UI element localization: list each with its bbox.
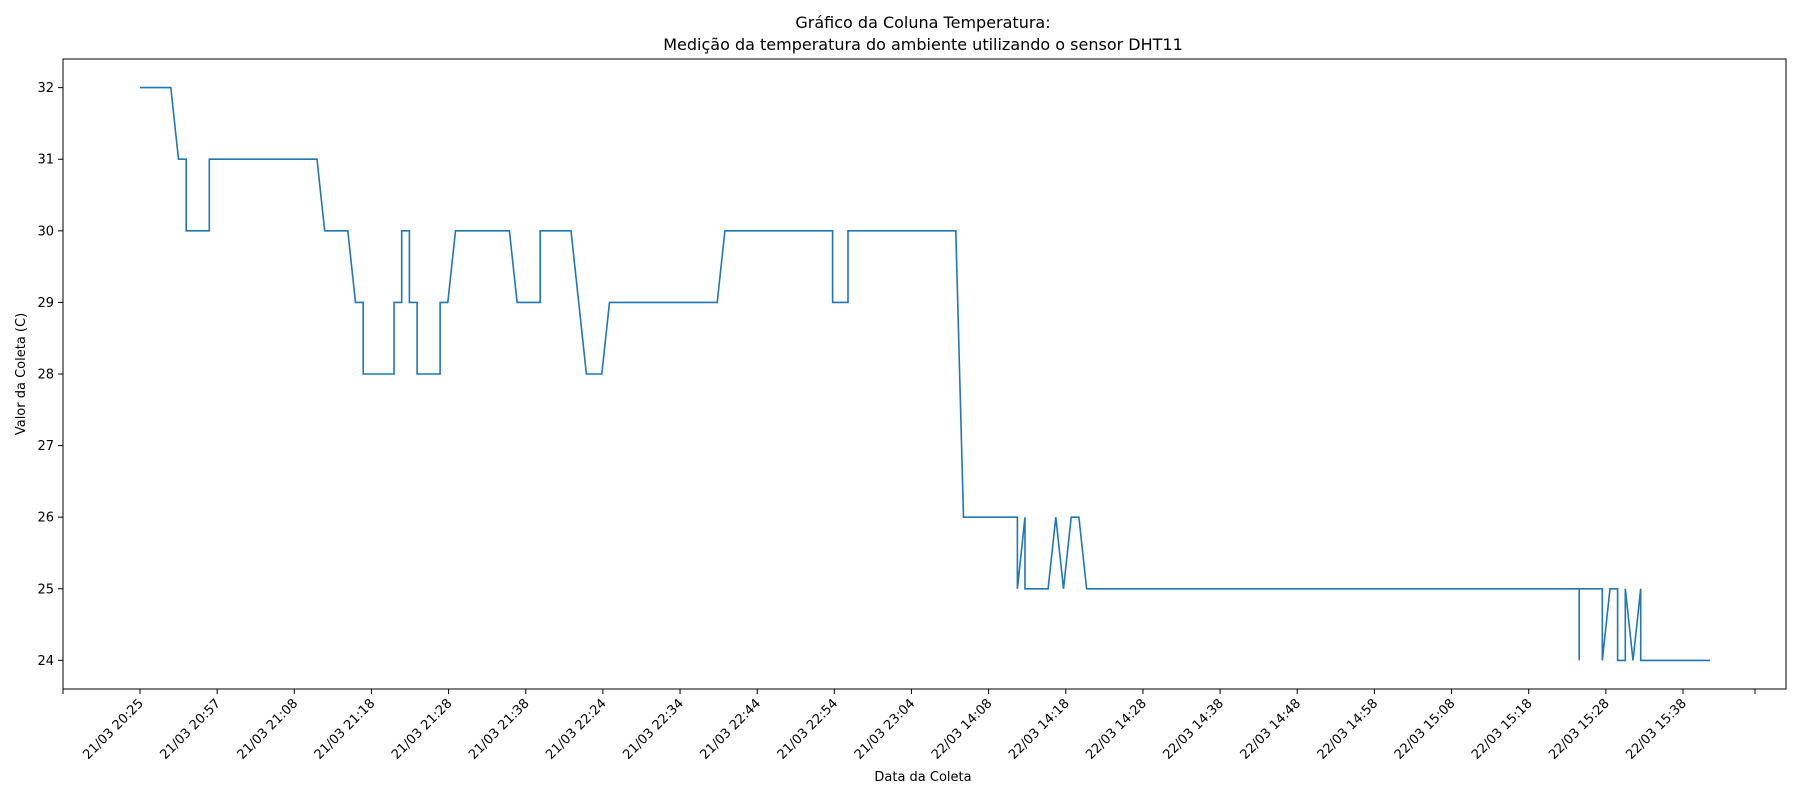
chart-subtitle: Medição da temperatura do ambiente utili… — [663, 35, 1183, 54]
y-tick-label: 28 — [37, 368, 54, 383]
y-tick-label: 30 — [37, 224, 54, 239]
y-tick-label: 29 — [37, 296, 54, 311]
y-axis-label: Valor da Coleta (C) — [14, 313, 29, 435]
y-tick-label: 31 — [37, 153, 54, 168]
y-tick-label: 26 — [37, 511, 54, 526]
y-tick-label: 32 — [37, 81, 54, 96]
x-axis-label: Data da Coleta — [874, 770, 971, 785]
temperature-series-line — [140, 86, 1710, 662]
chart-title: Gráfico da Coluna Temperatura: — [795, 13, 1050, 32]
y-tick-label: 25 — [37, 582, 54, 597]
y-tick-label: 24 — [37, 654, 54, 669]
y-tick-label: 27 — [37, 439, 54, 454]
